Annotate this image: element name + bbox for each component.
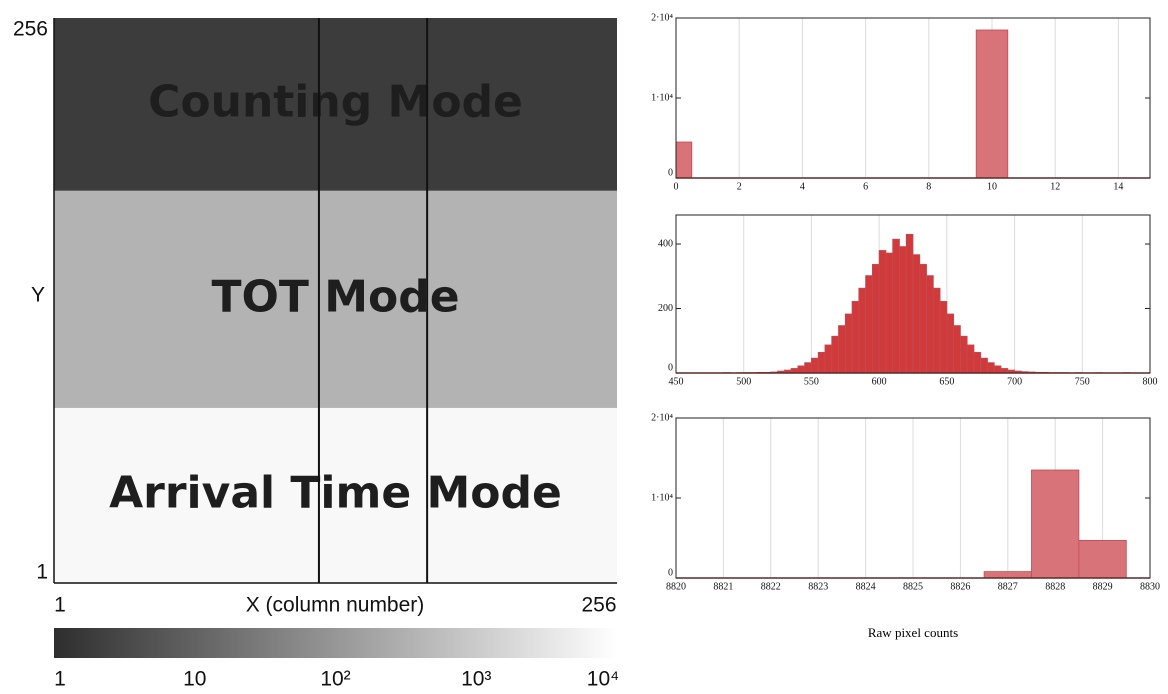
histogram-bar: [893, 239, 900, 373]
histogram-bar: [947, 314, 954, 373]
histogram-bar: [825, 345, 832, 373]
x-tick-label: 500: [736, 376, 751, 387]
histogram-bar: [1032, 470, 1079, 578]
colorbar-tick-label: 1: [54, 668, 66, 691]
mode-label: Arrival Time Mode: [109, 467, 562, 518]
bars: [723, 234, 1129, 373]
x-tick-label: 600: [872, 376, 887, 387]
histogram-bar: [984, 572, 1031, 578]
x-tick-label: 0: [674, 181, 679, 192]
histogram-bar: [960, 336, 967, 373]
histogram-bar: [954, 326, 961, 373]
x-tick-label: 550: [804, 376, 819, 387]
histogram-bar: [974, 352, 981, 373]
x-tick-label: 8828: [1045, 581, 1065, 592]
y-tick-label: 1·10⁴: [651, 92, 673, 103]
y-tick-label: 256: [13, 18, 48, 41]
x-tick-label: 256: [581, 594, 616, 617]
histogram-bar: [906, 234, 913, 373]
y-tick-label: 1·10⁴: [651, 492, 673, 503]
x-tick-label: 8820: [666, 581, 686, 592]
x-tick-label: 8824: [856, 581, 876, 592]
bars: [660, 30, 1008, 178]
histogram-bar: [805, 363, 812, 373]
histogram-bar: [818, 352, 825, 373]
y-tick-label: 2·10⁴: [651, 412, 673, 423]
histogram-bar: [981, 358, 988, 373]
x-tick-label: 8821: [713, 581, 733, 592]
x-tick-label: 650: [939, 376, 954, 387]
y-tick-label: 400: [658, 238, 673, 249]
x-axis-label: X (column number): [246, 594, 425, 617]
x-tick-label: 4: [800, 181, 805, 192]
bars: [984, 470, 1126, 578]
histogram-bar: [798, 366, 805, 373]
x-tick-label: 6: [863, 181, 868, 192]
x-axis-label: Raw pixel counts: [868, 625, 958, 640]
mode-label: Counting Mode: [148, 76, 523, 127]
colorbar-tick-label: 10³: [461, 668, 491, 691]
histogram-bar: [920, 264, 927, 373]
histogram-bar: [899, 247, 906, 373]
colorbar: [54, 628, 617, 658]
x-tick-label: 450: [669, 376, 684, 387]
figure: Y X (column number) Raw pixel counts Cou…: [0, 0, 1168, 694]
colorbar-tick-label: 10: [183, 668, 206, 691]
colorbar-tick-label: 10⁴: [587, 668, 619, 691]
histogram-bar: [940, 301, 947, 373]
x-tick-label: 8829: [1093, 581, 1113, 592]
histogram-bar: [927, 276, 934, 373]
y-tick-label: 0: [668, 362, 673, 373]
histogram-bar: [832, 336, 839, 373]
x-tick-label: 14: [1113, 181, 1123, 192]
histogram-bar: [811, 358, 818, 373]
histogram-bar: [1079, 540, 1126, 578]
x-tick-label: 1: [54, 594, 66, 617]
x-tick-label: 750: [1075, 376, 1090, 387]
histogram-bar: [933, 288, 940, 373]
x-tick-label: 8827: [998, 581, 1018, 592]
x-tick-label: 8: [926, 181, 931, 192]
histogram-bar: [967, 345, 974, 373]
x-tick-label: 8826: [950, 581, 970, 592]
histogram-bar: [872, 264, 879, 373]
x-tick-label: 8825: [903, 581, 923, 592]
x-tick-label: 8823: [808, 581, 828, 592]
histogram-bar: [866, 276, 873, 373]
histogram-bar: [879, 250, 886, 373]
mode-label: TOT Mode: [211, 271, 459, 322]
x-tick-label: 700: [1007, 376, 1022, 387]
colorbar-tick-label: 10²: [320, 668, 350, 691]
plot-frame: [676, 18, 1150, 178]
x-tick-label: 800: [1143, 376, 1158, 387]
y-tick-label: 2·10⁴: [651, 12, 673, 23]
histogram-bar: [913, 255, 920, 373]
y-axis-label: Y: [31, 284, 45, 307]
y-tick-label: 200: [658, 303, 673, 314]
histogram-bar: [987, 363, 994, 373]
y-tick-label: 1: [36, 561, 48, 584]
x-tick-label: 2: [737, 181, 742, 192]
x-tick-label: 10: [987, 181, 997, 192]
histogram-bar: [994, 366, 1001, 373]
histogram-bar: [839, 326, 846, 373]
y-tick-label: 0: [668, 567, 673, 578]
histogram-bar: [976, 30, 1008, 178]
x-tick-label: 8822: [761, 581, 781, 592]
x-tick-label: 12: [1050, 181, 1060, 192]
x-tick-label: 8830: [1140, 581, 1160, 592]
histogram-bar: [859, 288, 866, 373]
histogram-bar: [845, 314, 852, 373]
y-tick-label: 0: [668, 167, 673, 178]
histogram-bar: [852, 301, 859, 373]
histogram-bar: [886, 253, 893, 373]
